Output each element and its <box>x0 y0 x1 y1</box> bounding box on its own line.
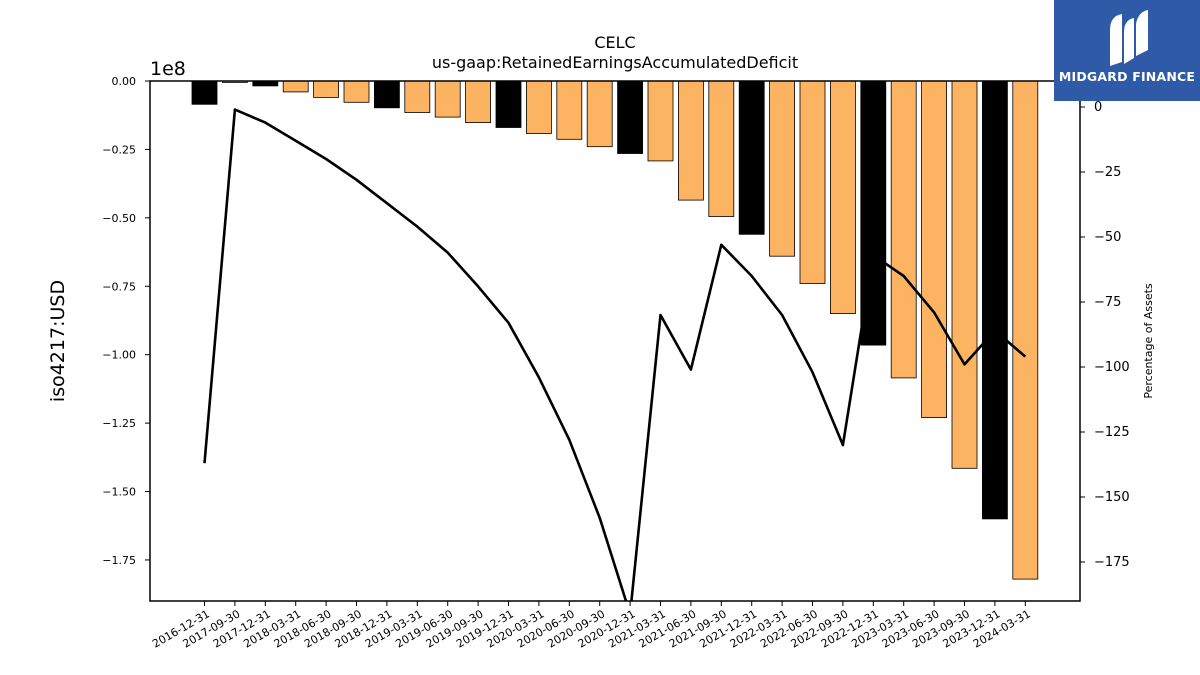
bar <box>921 81 947 419</box>
bar <box>982 81 1008 520</box>
bar <box>830 81 856 315</box>
y2-tick-label: 0 <box>1094 100 1102 115</box>
bar <box>769 81 795 257</box>
bar-series <box>191 81 1039 580</box>
bar <box>434 81 461 118</box>
logo-text: MIDGARD FINANCE <box>1058 69 1196 84</box>
chart-title: CELC <box>594 33 635 52</box>
y-tick-label: −1.00 <box>102 349 136 362</box>
bar <box>708 81 735 217</box>
y-tick-label: −1.50 <box>102 486 136 499</box>
bar <box>313 81 340 98</box>
y-tick-label: −1.75 <box>102 554 136 567</box>
bar <box>373 81 400 109</box>
y-axis-label: iso4217:USD <box>47 280 69 402</box>
y2-tick-label: −50 <box>1094 230 1121 245</box>
y2-tick-label: −100 <box>1094 360 1130 375</box>
y-tick-label: 0.00 <box>112 75 137 88</box>
bar <box>799 81 826 284</box>
logo-mark-icon <box>1110 10 1148 66</box>
right-axis: 0 −25 −50 −75 −100 −125 −150 −175 <box>1080 100 1130 570</box>
bar <box>586 81 613 148</box>
left-axis: 0.00 −0.25 −0.50 −0.75 −1.00 −1.25 −1.50 −1.75 <box>102 75 150 567</box>
bar <box>678 81 704 201</box>
y2-tick-label: −175 <box>1094 555 1130 570</box>
y2-tick-label: −75 <box>1094 295 1121 310</box>
y-offset-text: 1e8 <box>150 58 186 80</box>
bar <box>647 81 674 162</box>
plot-frame <box>149 80 1081 602</box>
bar <box>343 81 370 103</box>
y2-tick-label: −125 <box>1094 425 1130 440</box>
bar <box>465 81 492 123</box>
y2-tick-label: −150 <box>1094 490 1130 505</box>
bar <box>617 81 643 154</box>
y-tick-label: −1.25 <box>102 417 136 430</box>
bar <box>191 81 218 105</box>
y-tick-label: −0.75 <box>102 280 136 293</box>
bar <box>556 81 583 140</box>
percent-assets-line <box>203 108 1027 601</box>
y-tick-label: −0.25 <box>102 143 136 156</box>
midgard-finance-logo: MIDGARD FINANCE <box>1054 0 1200 101</box>
bar <box>890 81 917 379</box>
bar <box>738 81 765 235</box>
percent-assets-series <box>203 108 1027 601</box>
bar <box>495 81 522 128</box>
bar <box>404 81 431 113</box>
bar <box>282 81 309 93</box>
bar <box>252 81 279 87</box>
bar <box>951 81 978 469</box>
bar <box>526 81 552 134</box>
chart-subtitle: us-gaap:RetainedEarningsAccumulatedDefic… <box>432 53 798 72</box>
y-tick-label: −0.50 <box>102 212 136 225</box>
y2-tick-label: −25 <box>1094 165 1121 180</box>
x-axis: 2016-12-312017-09-302017-12-312018-03-31… <box>150 601 1033 651</box>
y2-axis-label: Percentage of Assets <box>1142 283 1155 399</box>
bar <box>1012 81 1039 580</box>
